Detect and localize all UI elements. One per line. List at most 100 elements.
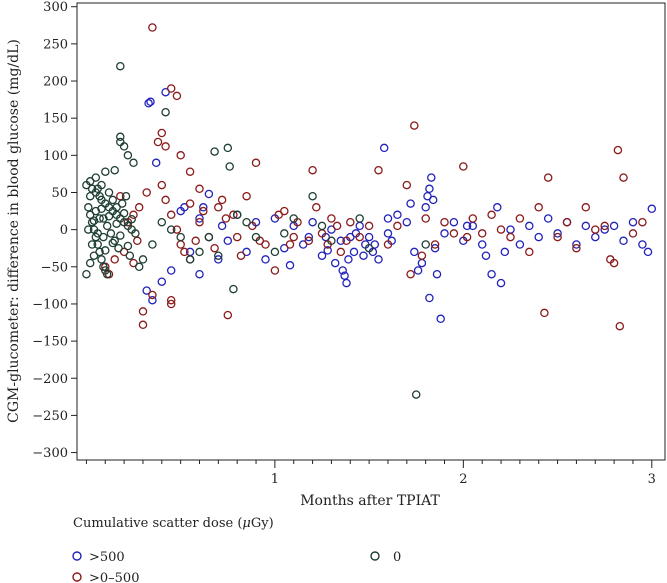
data-point	[591, 225, 600, 234]
data-point	[166, 295, 176, 305]
data-point	[229, 210, 238, 220]
data-point	[93, 229, 102, 238]
y-tick-label: −300	[32, 446, 68, 461]
data-point	[342, 236, 351, 246]
data-point	[330, 258, 340, 268]
data-point	[108, 238, 118, 248]
data-point	[449, 217, 459, 227]
data-point	[628, 217, 638, 227]
data-point	[84, 203, 93, 212]
data-point	[493, 203, 502, 212]
data-point	[261, 255, 270, 264]
data-point	[161, 107, 170, 117]
data-point	[500, 247, 510, 257]
data-point	[166, 225, 176, 234]
data-point	[609, 258, 619, 268]
data-point	[600, 225, 609, 234]
data-point	[157, 128, 167, 138]
data-point	[242, 217, 251, 227]
data-point	[129, 258, 138, 268]
y-tick-label: −50	[41, 260, 68, 275]
data-point	[562, 217, 572, 227]
data-point	[116, 132, 125, 142]
data-point	[138, 255, 148, 264]
data-point	[430, 240, 440, 249]
legend-label-zero: 0	[393, 550, 401, 565]
x-tick-label: 3	[648, 472, 656, 487]
data-point	[417, 251, 427, 260]
data-point	[332, 221, 342, 231]
data-point	[84, 225, 93, 234]
data-point	[374, 165, 383, 175]
series-0	[142, 87, 657, 324]
data-point	[129, 210, 138, 220]
x-axis-title: Months after TPIAT	[300, 493, 440, 509]
data-point	[349, 247, 359, 257]
data-point	[304, 232, 314, 242]
data-point	[89, 251, 99, 260]
data-point	[487, 269, 496, 279]
data-point	[102, 221, 112, 231]
y-tick-label: 150	[43, 112, 68, 127]
data-point	[95, 214, 104, 223]
data-point	[496, 278, 506, 288]
data-point	[180, 203, 189, 212]
data-point	[430, 243, 440, 253]
data-point	[462, 221, 472, 231]
data-point	[440, 217, 449, 227]
data-point	[417, 258, 427, 268]
data-point	[101, 167, 110, 176]
data-point	[104, 212, 114, 221]
data-point	[144, 99, 153, 108]
data-point	[477, 229, 487, 238]
data-points	[82, 23, 657, 399]
data-point	[355, 221, 364, 231]
data-point	[223, 236, 233, 246]
data-point	[134, 262, 144, 272]
data-point	[91, 206, 101, 216]
y-axis-title: CGM-glucometer: difference in blood gluc…	[6, 39, 22, 423]
data-point	[138, 307, 148, 316]
data-point	[421, 240, 430, 249]
data-point	[161, 195, 170, 205]
y-tick-label: −150	[32, 335, 68, 350]
data-point	[274, 210, 283, 220]
data-point	[161, 142, 170, 151]
data-point	[581, 221, 591, 231]
y-tick-label: −250	[32, 409, 68, 424]
data-point	[428, 195, 438, 205]
data-point	[379, 143, 389, 153]
data-point	[99, 232, 108, 242]
data-point	[106, 229, 116, 238]
data-point	[153, 137, 163, 147]
data-point	[119, 142, 129, 151]
y-tick-label: 0	[60, 223, 68, 238]
data-point	[131, 229, 140, 238]
data-point	[221, 214, 231, 223]
y-tick-label: 50	[51, 186, 68, 201]
data-point	[148, 290, 157, 300]
data-point	[97, 180, 106, 190]
data-point	[87, 240, 97, 249]
data-point	[344, 255, 353, 264]
data-point	[280, 229, 289, 238]
data-point	[425, 293, 434, 303]
data-point	[540, 308, 549, 318]
data-point	[116, 61, 125, 71]
data-point	[242, 191, 251, 201]
data-point	[199, 206, 208, 216]
data-point	[114, 243, 123, 253]
data-point	[116, 231, 125, 240]
data-point	[336, 236, 346, 246]
data-point	[355, 214, 364, 223]
data-point	[251, 158, 261, 168]
data-point	[138, 320, 148, 330]
data-point	[133, 236, 142, 246]
data-point	[195, 247, 204, 257]
data-point	[327, 225, 336, 234]
data-point	[110, 165, 119, 175]
data-point	[383, 214, 393, 223]
data-point	[619, 173, 628, 182]
data-point	[534, 203, 543, 212]
data-point	[157, 277, 167, 286]
